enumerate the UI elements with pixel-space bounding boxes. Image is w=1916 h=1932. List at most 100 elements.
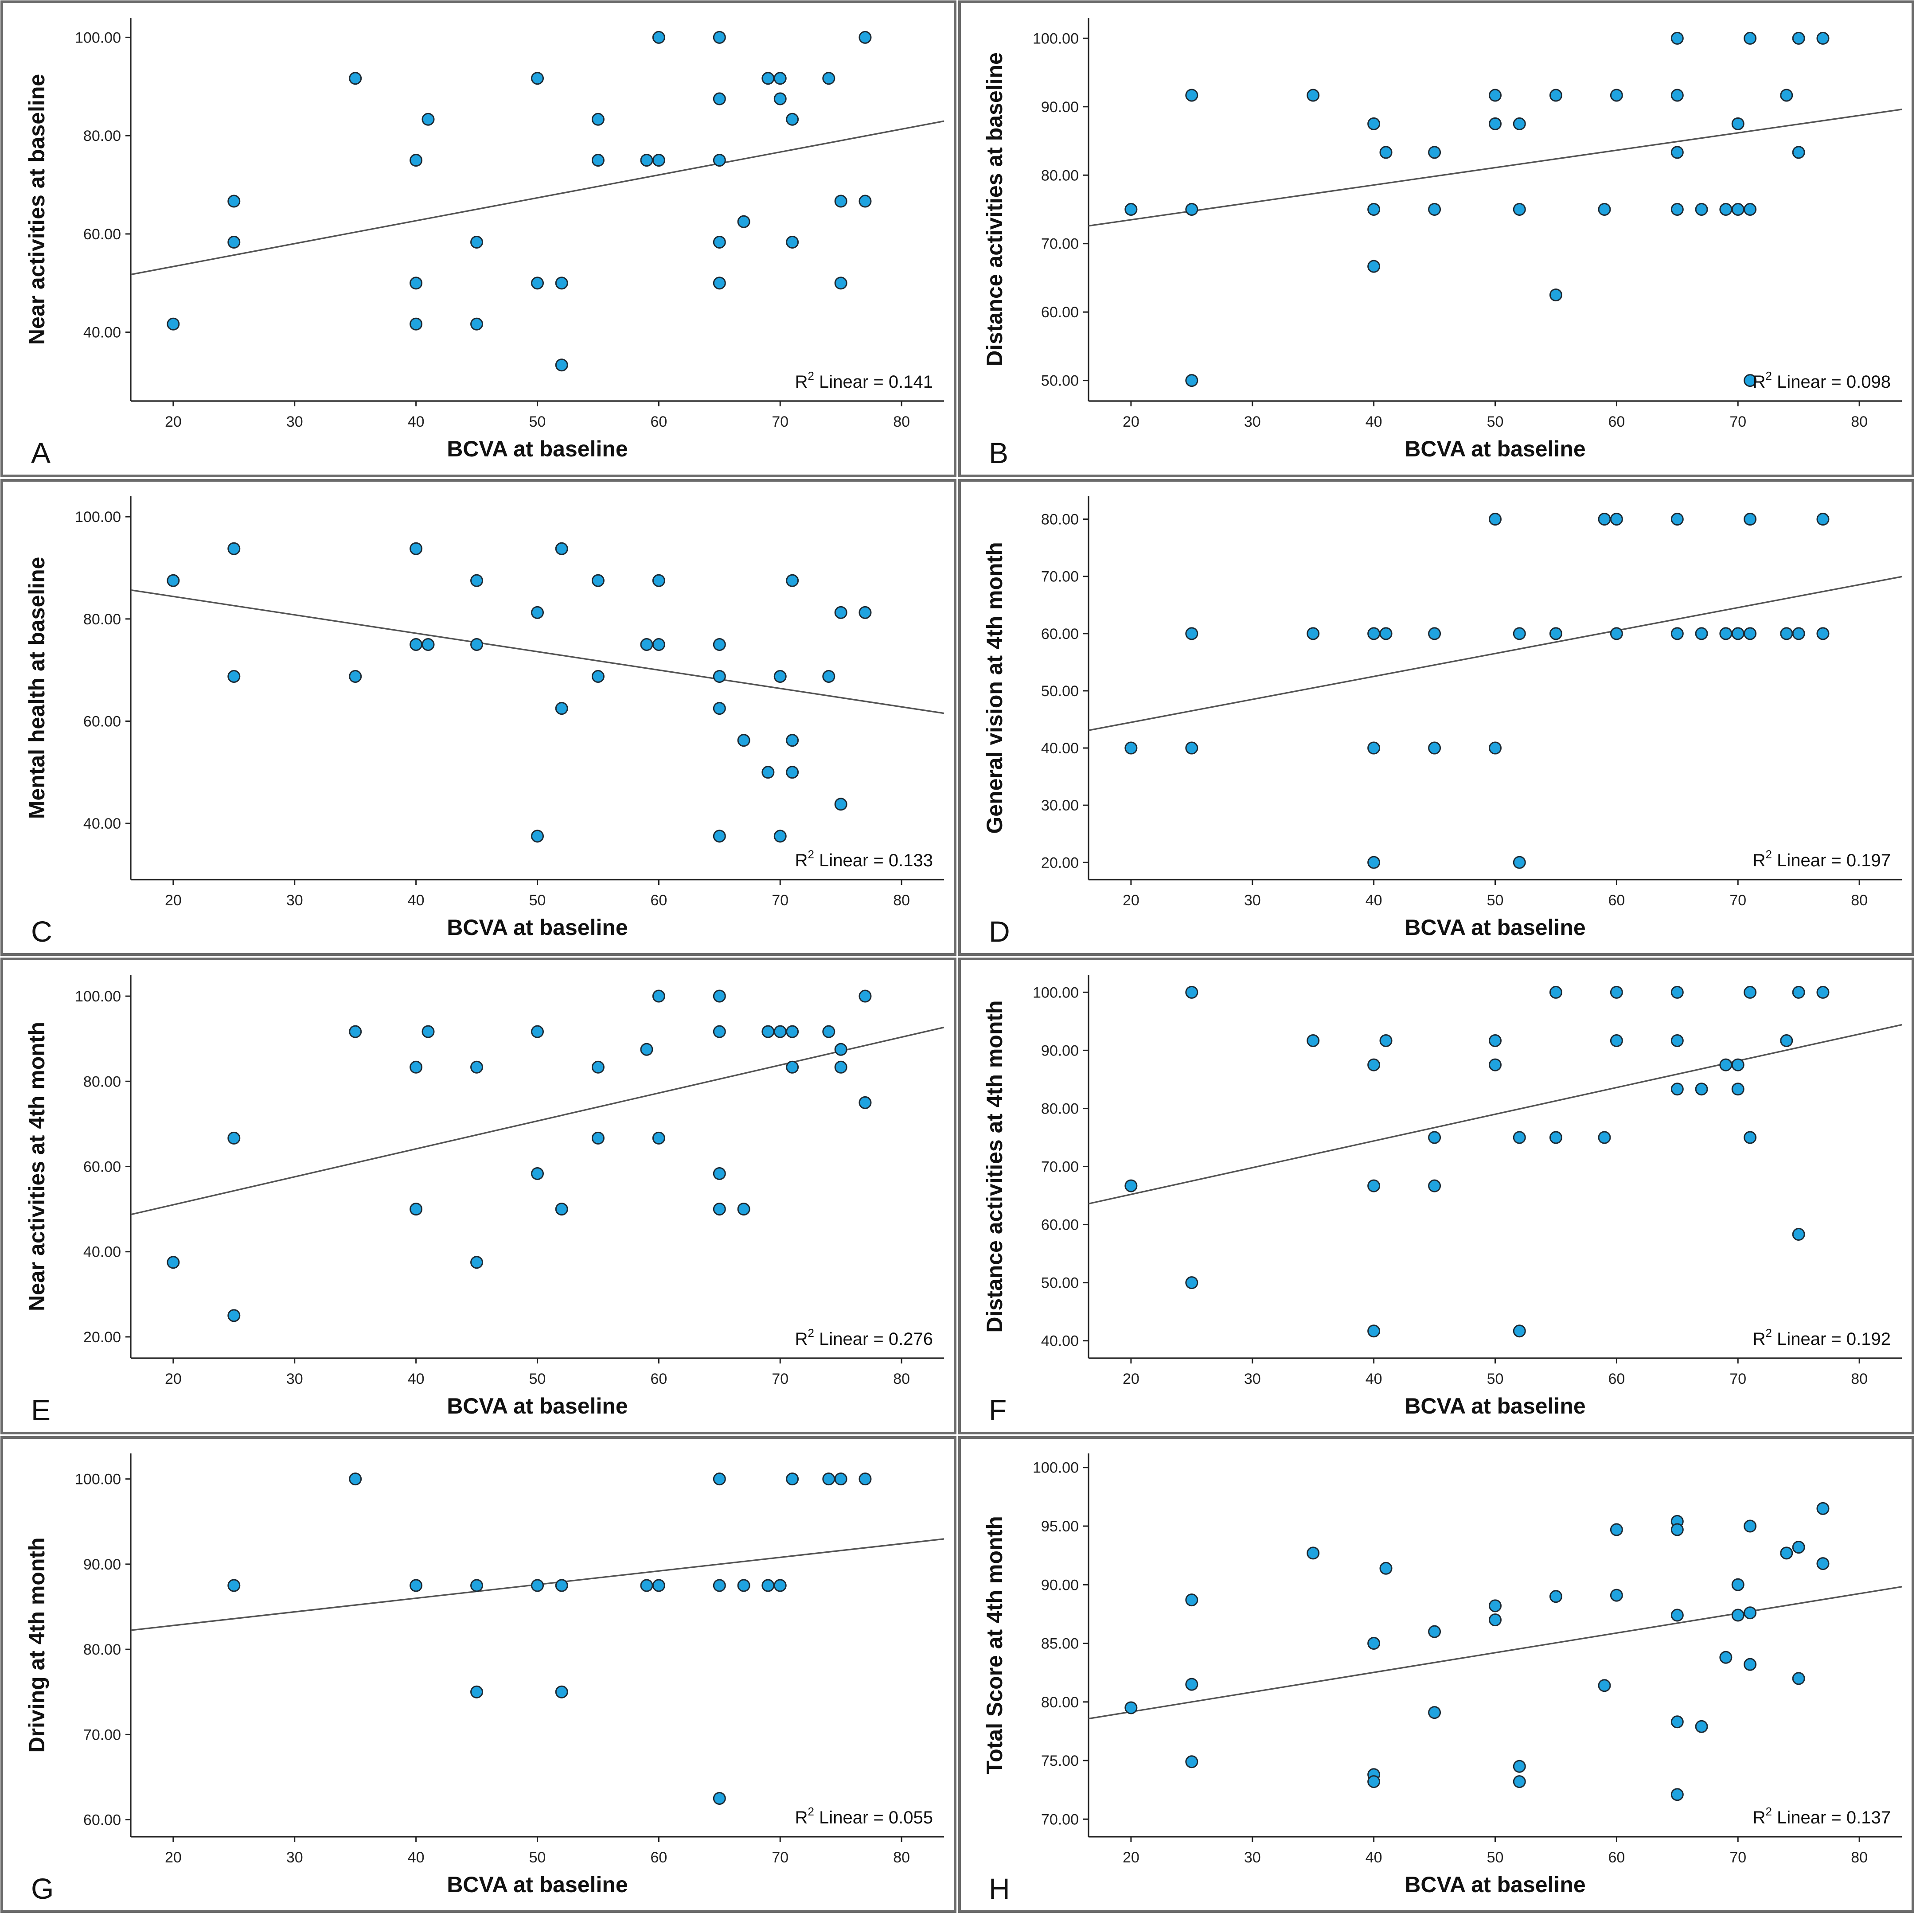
panel-d-x-tick-label: 80 xyxy=(1851,892,1868,909)
panel-g-data-point xyxy=(773,1579,787,1592)
panel-f-data-point xyxy=(1816,985,1830,999)
panel-f-data-point xyxy=(1367,1058,1381,1071)
panel-e-data-point xyxy=(652,989,665,1003)
panel-c-frame xyxy=(0,479,956,956)
panel-d-data-point xyxy=(1428,627,1441,640)
panel-a-data-point xyxy=(652,154,665,167)
panel-c-x-tick-label: 80 xyxy=(893,892,910,909)
panel-d-y-axis-title: General vision at 4th month xyxy=(982,542,1007,834)
panel-f-y-tick-label: 80.00 xyxy=(1041,1100,1079,1117)
panel-f-data-point xyxy=(1598,1131,1611,1144)
panel-f-y-tick-label: 60.00 xyxy=(1041,1217,1079,1234)
panel-f-y-tick-label: 40.00 xyxy=(1041,1333,1079,1350)
panel-h-data-point xyxy=(1124,1701,1138,1714)
panel-b-data-point xyxy=(1367,203,1381,216)
panel-g-y-tick-label: 70.00 xyxy=(83,1726,121,1743)
panel-g-r2-annotation: R2 Linear = 0.055 xyxy=(795,1805,933,1827)
panel-e: 20 30 40 50 60 70 80 20.00 40.00 60.00 80.00 100.00… xyxy=(0,958,956,1434)
panel-e-data-point xyxy=(531,1025,544,1038)
panel-f-data-point xyxy=(1367,1324,1381,1338)
panel-d-x-axis-title: BCVA at baseline xyxy=(1405,915,1585,940)
panel-b-data-point xyxy=(1549,89,1562,102)
panel-a-data-point xyxy=(591,154,605,167)
panel-a-data-point xyxy=(652,31,665,44)
panel-b-y-tick-label: 70.00 xyxy=(1041,236,1079,253)
panel-b-y-tick-label: 50.00 xyxy=(1041,373,1079,390)
panel-h-r2-symbol: R xyxy=(1753,1808,1766,1827)
panel-c-data-point xyxy=(227,542,241,555)
panel-f-data-point xyxy=(1549,985,1562,999)
panel-g-letter: G xyxy=(31,1872,54,1905)
panel-e-data-point xyxy=(834,1043,847,1056)
panel-f-x-tick-label: 30 xyxy=(1244,1371,1261,1387)
panel-f-y-tick-label: 100.00 xyxy=(1033,984,1079,1001)
panel-b-r2-annotation: R2 Linear = 0.098 xyxy=(1753,369,1891,392)
panel-c-data-point xyxy=(713,830,726,843)
panel-f-data-point xyxy=(1719,1058,1733,1071)
panel-e-data-point xyxy=(786,1060,799,1074)
panel-b-r2-exponent: 2 xyxy=(1766,369,1772,382)
panel-c-letter: C xyxy=(31,915,52,948)
panel-b-data-point xyxy=(1744,31,1757,45)
panel-c-x-tick-label: 70 xyxy=(772,892,788,909)
panel-g-data-point xyxy=(640,1579,653,1592)
panel-e-y-tick-label: 40.00 xyxy=(83,1244,121,1261)
panel-e-x-tick-label: 40 xyxy=(408,1371,425,1387)
panel-f-y-tick-label: 90.00 xyxy=(1041,1042,1079,1059)
panel-e-y-tick-label: 20.00 xyxy=(83,1329,121,1346)
panel-c-data-point xyxy=(773,830,787,843)
panel-f-y-axis-title: Distance activities at 4th month xyxy=(982,1000,1007,1332)
panel-h-data-point xyxy=(1744,1519,1757,1533)
panel-d-data-point xyxy=(1695,627,1708,640)
panel-a-y-tick-label: 100.00 xyxy=(75,29,121,46)
panel-a-x-tick-label: 50 xyxy=(529,413,546,430)
panel-d-x-tick-label: 20 xyxy=(1123,892,1139,909)
panel-d-data-point xyxy=(1549,627,1562,640)
panel-f-data-point xyxy=(1367,1179,1381,1192)
panel-e-data-point xyxy=(737,1203,750,1216)
panel-e-data-point xyxy=(470,1060,484,1074)
panel-d-x-tick-label: 30 xyxy=(1244,892,1261,909)
panel-c-data-point xyxy=(227,670,241,683)
panel-c-y-tick-label: 60.00 xyxy=(83,713,121,730)
panel-e-data-point xyxy=(410,1060,423,1074)
panel-g-data-point xyxy=(410,1579,423,1592)
panel-g-y-tick-label: 80.00 xyxy=(83,1641,121,1658)
panel-c-data-point xyxy=(531,606,544,619)
panel-f-data-point xyxy=(1185,1276,1198,1289)
panel-a-data-point xyxy=(786,113,799,126)
panel-e-data-point xyxy=(713,1167,726,1180)
panel-c-data-point xyxy=(737,734,750,747)
panel-e-r2-value: Linear = 0.276 xyxy=(814,1329,933,1349)
panel-h-data-point xyxy=(1513,1775,1526,1788)
panel-a-data-point xyxy=(713,154,726,167)
panel-g-data-point xyxy=(713,1579,726,1592)
panel-d-data-point xyxy=(1719,627,1733,640)
panel-g-data-point xyxy=(713,1472,726,1486)
panel-h-y-tick-label: 75.00 xyxy=(1041,1753,1079,1769)
panel-g-data-point xyxy=(713,1792,726,1805)
panel-d-data-point xyxy=(1610,627,1623,640)
panel-h-data-point xyxy=(1670,1609,1684,1622)
panel-c-x-tick-label: 30 xyxy=(286,892,303,909)
panel-b-data-point xyxy=(1549,288,1562,302)
panel-f-data-point xyxy=(1428,1131,1441,1144)
panel-d-r2-symbol: R xyxy=(1753,851,1766,870)
panel-h-y-tick-label: 70.00 xyxy=(1041,1811,1079,1828)
panel-c-x-tick-label: 40 xyxy=(408,892,425,909)
panel-h-data-point xyxy=(1185,1593,1198,1607)
panel-f-r2-exponent: 2 xyxy=(1766,1326,1772,1340)
panel-f-frame xyxy=(958,958,1914,1434)
panel-h-data-point xyxy=(1513,1760,1526,1773)
panel-g-data-point xyxy=(555,1579,568,1592)
panel-a-data-point xyxy=(834,195,847,208)
panel-d-data-point xyxy=(1610,513,1623,526)
panel-g-x-tick-label: 30 xyxy=(286,1849,303,1866)
panel-e-r2-symbol: R xyxy=(795,1329,808,1349)
panel-f-data-point xyxy=(1792,985,1805,999)
panel-e-y-tick-label: 60.00 xyxy=(83,1159,121,1176)
panel-a-data-point xyxy=(822,72,835,85)
panel-d-data-point xyxy=(1428,741,1441,755)
panel-d-y-tick-label: 60.00 xyxy=(1041,626,1079,643)
